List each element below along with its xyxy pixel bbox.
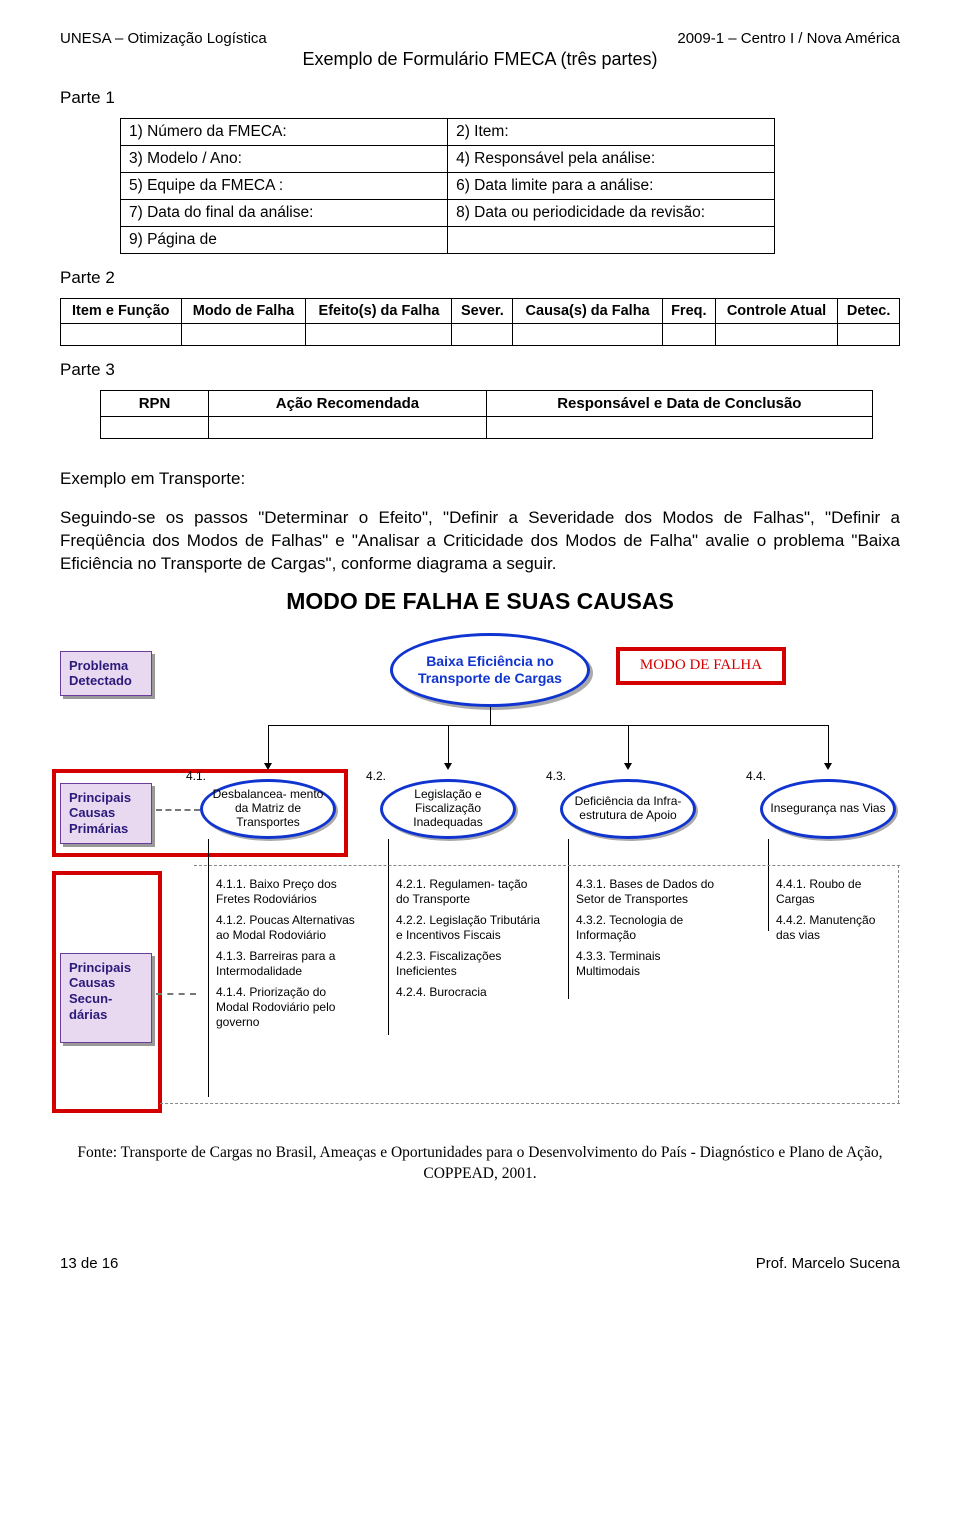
col-header: Ação Recomendada — [209, 391, 487, 417]
document-title: Exemplo de Formulário FMECA (três partes… — [60, 49, 900, 70]
cell — [448, 227, 775, 254]
cell: 7) Data do final da análise: — [121, 200, 448, 227]
connector — [768, 839, 769, 931]
connector — [268, 725, 269, 765]
side-label-problema: Problema Detectado — [60, 651, 152, 696]
part3-label: Parte 3 — [60, 360, 900, 380]
cell: 1) Número da FMECA: — [121, 119, 448, 146]
col-header: Efeito(s) da Falha — [306, 299, 452, 324]
sec-item: 4.2.3. Fiscalizações Ineficientes — [396, 949, 542, 979]
connector — [628, 725, 629, 765]
connector — [156, 809, 200, 811]
secondary-col-3: 4.3.1. Bases de Dados do Setor de Transp… — [576, 877, 722, 985]
example-header: Exemplo em Transporte: — [60, 469, 900, 489]
arrow-down-icon — [444, 763, 452, 770]
sec-item: 4.2.1. Regulamen- tação do Transporte — [396, 877, 542, 907]
fmeca-diagram: Problema Detectado Principais Causas Pri… — [60, 633, 900, 1123]
connector — [568, 839, 569, 999]
header-right: 2009-1 – Centro I / Nova América — [677, 30, 900, 47]
cell: 5) Equipe da FMECA : — [121, 173, 448, 200]
page-header: UNESA – Otimização Logística 2009-1 – Ce… — [60, 30, 900, 47]
connector — [828, 725, 829, 765]
grid-table-part2: Item e Função Modo de Falha Efeito(s) da… — [60, 298, 900, 346]
connector — [156, 993, 196, 995]
num-tag: 4.3. — [546, 769, 566, 783]
sec-item: 4.1.4. Priorização do Modal Rodoviário p… — [216, 985, 362, 1030]
num-tag: 4.4. — [746, 769, 766, 783]
arrow-down-icon — [824, 763, 832, 770]
form-table-part1: 1) Número da FMECA:2) Item: 3) Modelo / … — [120, 118, 775, 254]
part1-label: Parte 1 — [60, 88, 900, 108]
secondary-col-2: 4.2.1. Regulamen- tação do Transporte 4.… — [396, 877, 542, 1006]
connector — [268, 725, 828, 726]
col-header: Modo de Falha — [181, 299, 306, 324]
sec-item: 4.3.1. Bases de Dados do Setor de Transp… — [576, 877, 722, 907]
cause-oval: Legislação e Fiscalização Inadequadas — [380, 779, 516, 839]
connector — [208, 839, 209, 1097]
col-header: Controle Atual — [715, 299, 838, 324]
sec-item: 4.2.2. Legislação Tributária e Incentivo… — [396, 913, 542, 943]
dashed-line — [160, 1103, 900, 1104]
cell: 8) Data ou periodicidade da revisão: — [448, 200, 775, 227]
diagram-title: MODO DE FALHA E SUAS CAUSAS — [60, 588, 900, 615]
sec-item: 4.4.2. Manutenção das vias — [776, 913, 896, 943]
top-oval: Baixa Eficiência no Transporte de Cargas — [390, 633, 590, 707]
arrow-down-icon — [624, 763, 632, 770]
arrow-down-icon — [264, 763, 272, 770]
col-header: Causa(s) da Falha — [513, 299, 663, 324]
sec-item: 4.1.3. Barreiras para a Intermodalidade — [216, 949, 362, 979]
col-header: Responsável e Data de Conclusão — [486, 391, 872, 417]
num-tag: 4.1. — [186, 769, 206, 783]
col-header: RPN — [101, 391, 209, 417]
part2-label: Parte 2 — [60, 268, 900, 288]
connector — [490, 707, 491, 725]
sec-item: 4.2.4. Burocracia — [396, 985, 542, 1000]
num-tag: 4.2. — [366, 769, 386, 783]
body-paragraph: Seguindo-se os passos "Determinar o Efei… — [60, 507, 900, 576]
sec-item: 4.3.2. Tecnologia de Informação — [576, 913, 722, 943]
cell: 3) Modelo / Ano: — [121, 146, 448, 173]
secondary-col-1: 4.1.1. Baixo Preço dos Fretes Rodoviário… — [216, 877, 362, 1036]
sec-item: 4.4.1. Roubo de Cargas — [776, 877, 896, 907]
dashed-line — [898, 865, 899, 1103]
cause-oval: Deficiência da Infra-estrutura de Apoio — [560, 779, 696, 839]
secondary-col-4: 4.4.1. Roubo de Cargas 4.4.2. Manutenção… — [776, 877, 896, 949]
page-footer: 13 de 16 Prof. Marcelo Sucena — [60, 1255, 900, 1272]
col-header: Freq. — [662, 299, 715, 324]
dashed-line — [194, 865, 900, 866]
col-header: Item e Função — [61, 299, 182, 324]
connector — [448, 725, 449, 765]
cause-oval: Insegurança nas Vias — [760, 779, 896, 839]
footer-left: 13 de 16 — [60, 1255, 118, 1272]
footer-right: Prof. Marcelo Sucena — [756, 1255, 900, 1272]
col-header: Detec. — [838, 299, 900, 324]
col-header: Sever. — [452, 299, 513, 324]
cause-oval: Desbalancea- mento da Matriz de Transpor… — [200, 779, 336, 839]
highlight-box-secondary — [52, 871, 162, 1113]
cell: 4) Responsável pela análise: — [448, 146, 775, 173]
cell: 6) Data limite para a análise: — [448, 173, 775, 200]
page: UNESA – Otimização Logística 2009-1 – Ce… — [0, 0, 960, 1312]
header-left: UNESA – Otimização Logística — [60, 30, 267, 47]
sec-item: 4.1.2. Poucas Alternativas ao Modal Rodo… — [216, 913, 362, 943]
cell: 9) Página de — [121, 227, 448, 254]
sec-item: 4.1.1. Baixo Preço dos Fretes Rodoviário… — [216, 877, 362, 907]
source-note: Fonte: Transporte de Cargas no Brasil, A… — [70, 1143, 890, 1185]
connector — [388, 839, 389, 1035]
modo-de-falha-label: MODO DE FALHA — [616, 647, 786, 685]
grid-table-part3: RPN Ação Recomendada Responsável e Data … — [100, 390, 873, 439]
cell: 2) Item: — [448, 119, 775, 146]
sec-item: 4.3.3. Terminais Multimodais — [576, 949, 722, 979]
